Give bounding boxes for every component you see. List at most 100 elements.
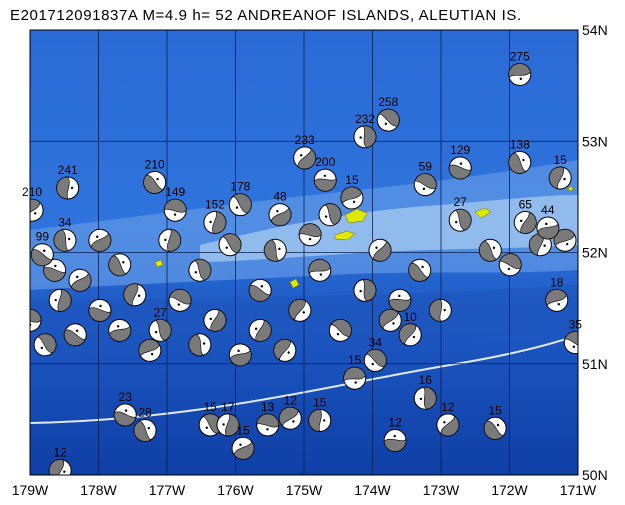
ball-compression	[155, 319, 172, 341]
depth-label: 23	[119, 390, 133, 404]
ball-dot	[209, 220, 212, 224]
ball-compression	[57, 289, 72, 312]
focal-mechanism	[263, 238, 287, 262]
focal-mechanism	[133, 419, 157, 442]
ball-compression	[379, 309, 399, 329]
lat-tick-label: 54N	[582, 22, 608, 38]
focal-mechanism	[318, 203, 342, 227]
ball-dot	[454, 220, 458, 224]
ball-dot	[43, 249, 46, 252]
depth-label: 233	[295, 133, 315, 147]
focal-mechanism	[43, 258, 67, 282]
ball-dot	[393, 434, 396, 438]
ball-dot	[202, 342, 206, 345]
focal-mechanism	[536, 216, 560, 240]
lon-tick-label: 176W	[217, 482, 254, 498]
ball-dot	[137, 294, 141, 297]
depth-label: 15	[488, 403, 502, 417]
ball-dot	[572, 345, 576, 348]
lat-tick-label: 53N	[582, 133, 608, 149]
ball-compression	[233, 441, 255, 460]
ball-dot	[422, 187, 426, 191]
depth-label: 241	[58, 163, 78, 177]
focal-mechanism	[388, 288, 412, 312]
depth-label: 15	[345, 173, 359, 187]
ball-dot	[75, 329, 79, 333]
focal-mechanism	[48, 288, 72, 312]
focal-mechanism	[363, 348, 387, 372]
ball-compression	[545, 289, 567, 307]
depth-label: 152	[205, 197, 225, 211]
ball-compression	[88, 307, 112, 322]
depth-label: 12	[284, 393, 298, 407]
focal-mechanism	[548, 166, 572, 190]
focal-mechanism	[138, 338, 162, 362]
ball-compression	[365, 349, 387, 367]
focal-mechanism	[340, 186, 364, 210]
depth-label: 15	[348, 353, 362, 367]
ball-dot	[239, 443, 242, 446]
ball-dot	[276, 209, 279, 213]
ball-dot	[392, 322, 395, 325]
ball-dot	[519, 77, 523, 80]
ball-dot	[375, 246, 378, 249]
focal-mechanism	[63, 323, 87, 347]
ball-compression	[263, 239, 280, 262]
ball-compression	[210, 309, 227, 332]
ball-dot	[124, 409, 128, 412]
ball-compression	[36, 333, 57, 354]
depth-label: 12	[53, 446, 67, 460]
ball-dot	[63, 470, 66, 473]
focal-mechanism	[545, 288, 569, 312]
depth-label: 200	[315, 155, 335, 169]
focal-mechanism	[448, 156, 472, 180]
depth-label: 18	[550, 275, 564, 289]
events	[30, 63, 578, 475]
ball-compression	[138, 339, 160, 357]
ball-dot	[194, 271, 198, 274]
ball-compression	[383, 438, 407, 452]
ball-compression	[448, 164, 472, 180]
focal-mechanism	[88, 298, 112, 322]
ball-dot	[398, 294, 401, 298]
focal-mechanism	[368, 238, 392, 262]
ball-compression	[373, 240, 392, 262]
ball-dot	[443, 308, 446, 312]
ball-dot	[150, 352, 154, 356]
focal-mechanism	[278, 406, 302, 430]
ball-compression	[308, 409, 322, 432]
ball-compression	[324, 203, 342, 225]
ball-dot	[235, 206, 239, 209]
ball-compression	[548, 166, 564, 190]
focal-mechanism	[328, 318, 352, 342]
focal-mechanism	[33, 333, 57, 357]
focal-mechanism	[168, 288, 192, 312]
focal-mechanism	[228, 193, 252, 217]
ball-compression	[340, 186, 362, 204]
focal-mechanism	[113, 403, 137, 427]
ball-compression	[398, 323, 417, 345]
ball-dot	[156, 177, 159, 181]
ball-compression	[108, 255, 127, 276]
focal-mechanism	[188, 258, 212, 282]
lon-tick-label: 173W	[423, 482, 460, 498]
focal-mechanism	[383, 429, 407, 453]
depth-label: 65	[519, 197, 533, 211]
ball-compression	[388, 298, 412, 312]
ball-compression	[31, 249, 53, 266]
ball-compression	[167, 228, 182, 252]
ball-dot	[147, 426, 151, 430]
ball-compression	[508, 152, 527, 174]
focal-mechanism	[413, 386, 437, 410]
ball-dot	[225, 246, 228, 249]
ball-dot	[222, 423, 225, 426]
ball-dot	[177, 303, 181, 306]
ball-compression	[123, 283, 139, 306]
focal-mechanism	[298, 223, 322, 247]
lon-tick-label: 172W	[491, 482, 528, 498]
ball-compression	[279, 406, 299, 427]
frame	[29, 29, 579, 476]
focal-mechanism	[273, 338, 297, 362]
focal-mechanism	[248, 278, 272, 302]
focal-mechanism	[513, 210, 537, 234]
